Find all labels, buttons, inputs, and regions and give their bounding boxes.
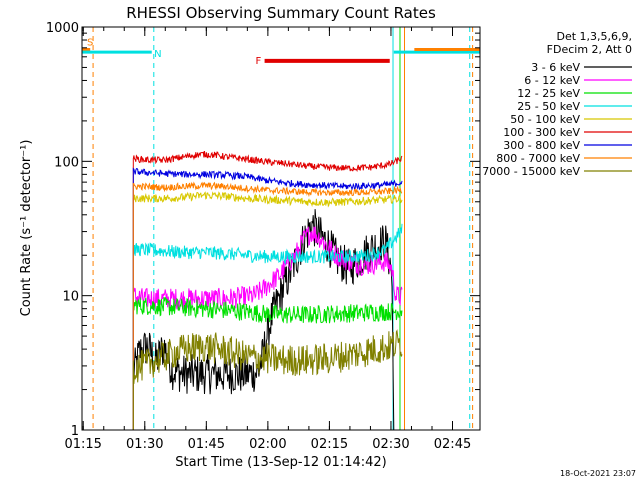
data-layer: S N F bbox=[82, 27, 480, 431]
x-tick-label: 02:45 bbox=[434, 437, 471, 452]
axes-layer: 1 10 100 1000 01:15 01:30 01:45 02:00 02:15 02:30… bbox=[46, 21, 480, 452]
plot-frame bbox=[81, 26, 481, 431]
x-tick-label: 02:00 bbox=[249, 437, 286, 452]
legend-label-12-25-kev: 12 - 25 keV bbox=[517, 87, 580, 100]
series-800-7000-kev bbox=[132, 181, 403, 430]
x-tick-label: 01:15 bbox=[64, 437, 101, 452]
flag-label-s: S bbox=[87, 37, 93, 48]
x-tick-label: 02:30 bbox=[372, 437, 409, 452]
y-tick-label: 10 bbox=[62, 290, 79, 305]
series-12-25-kev bbox=[132, 296, 403, 430]
legend-label-3-6-kev: 3 - 6 keV bbox=[531, 61, 580, 74]
legend-header-line-2: FDecim 2, Att 0 bbox=[547, 43, 632, 56]
legend: Det 1,3,5,6,9, FDecim 2, Att 0 3 - 6 keV… bbox=[482, 30, 632, 178]
series-300-800-kev bbox=[132, 167, 403, 430]
series-25-50-kev bbox=[132, 223, 403, 430]
legend-header-line-1: Det 1,3,5,6,9, bbox=[556, 30, 632, 43]
y-axis-label: Count Rate (s⁻¹ detector⁻¹) bbox=[19, 140, 34, 317]
legend-label-800-7000-kev: 800 - 7000 keV bbox=[496, 152, 580, 165]
legend-label-50-100-kev: 50 - 100 keV bbox=[510, 113, 580, 126]
legend-label-300-800-kev: 300 - 800 keV bbox=[503, 139, 580, 152]
x-tick-label: 02:15 bbox=[311, 437, 348, 452]
series-50-100-kev bbox=[132, 191, 403, 430]
series-7000-15000-kev bbox=[132, 329, 403, 430]
legend-label-100-300-kev: 100 - 300 keV bbox=[503, 126, 580, 139]
legend-label-7000-15000-kev: 7000 - 15000 keV bbox=[482, 165, 580, 178]
y-tick-label: 1 bbox=[71, 424, 79, 439]
flag-label-n: N bbox=[154, 49, 161, 60]
legend-label-6-12-kev: 6 - 12 keV bbox=[524, 74, 580, 87]
x-tick-label: 01:30 bbox=[126, 437, 163, 452]
legend-label-25-50-kev: 25 - 50 keV bbox=[517, 100, 580, 113]
timestamp: 18-Oct-2021 23:07 bbox=[560, 469, 636, 478]
flag-label-f: F bbox=[256, 56, 262, 67]
x-tick-label: 01:45 bbox=[188, 437, 225, 452]
x-axis-label: Start Time (13-Sep-12 01:14:42) bbox=[175, 455, 386, 470]
chart-title: RHESSI Observing Summary Count Rates bbox=[126, 4, 436, 22]
y-tick-label: 100 bbox=[54, 155, 79, 170]
series-100-300-kev bbox=[132, 150, 403, 430]
y-tick-label: 1000 bbox=[46, 21, 79, 36]
